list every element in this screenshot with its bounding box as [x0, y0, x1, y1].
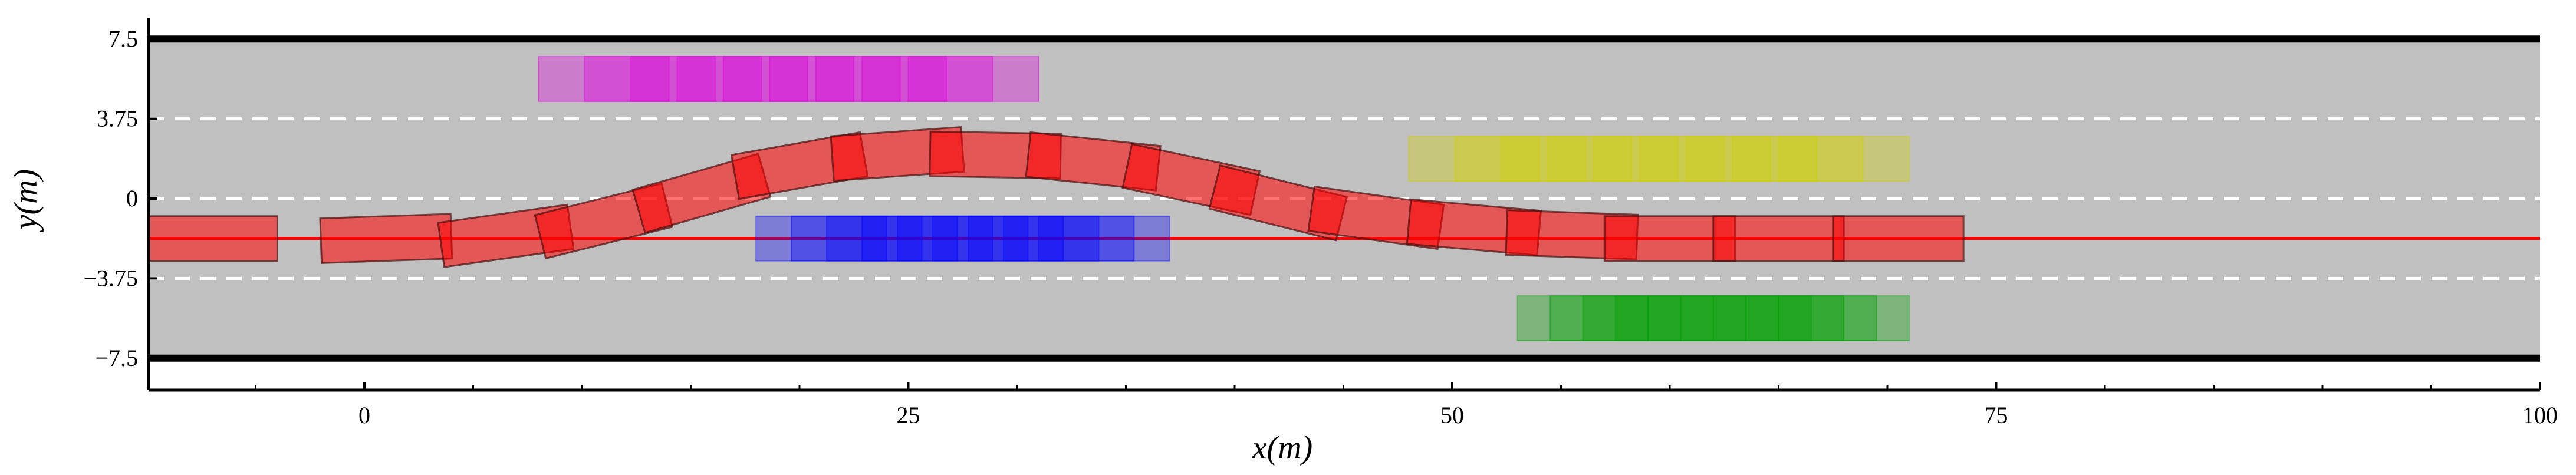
obstacle-yellow-box	[1639, 136, 1771, 182]
obstacle-magenta-box	[769, 56, 901, 102]
obstacle-yellow-box	[1454, 136, 1587, 182]
y-tick-label: 7.5	[108, 25, 138, 52]
ego-vehicle-box	[1832, 215, 1965, 262]
obstacle-blue-box	[1038, 215, 1170, 262]
obstacle-green-box	[1778, 295, 1910, 341]
obstacle-blue-box	[826, 215, 958, 262]
y-tick-label: 3.75	[97, 105, 138, 132]
obstacle-yellow-box	[1547, 136, 1679, 182]
obstacle-magenta-box	[861, 56, 993, 102]
obstacle-yellow-box	[1778, 136, 1910, 182]
obstacle-green-box	[1680, 295, 1812, 341]
obstacle-magenta-box	[907, 56, 1039, 102]
obstacle-blue-box	[755, 215, 887, 262]
obstacle-magenta-box	[538, 56, 670, 102]
ego-trajectory	[149, 126, 1965, 268]
axes: 0 25 50 75 100 7.5 3.75 0 −3.75 −7.5	[83, 18, 2558, 428]
obstacle-green-box	[1582, 295, 1714, 341]
x-tick-label: 75	[1985, 402, 2008, 428]
x-tick-label: 25	[897, 402, 920, 428]
obstacle-green-box	[1647, 295, 1779, 341]
obstacle-blue-box	[932, 215, 1064, 262]
x-tick-label: 0	[358, 402, 370, 428]
obstacle-green-box	[1516, 295, 1649, 341]
obstacle-green-box	[1614, 295, 1747, 341]
obstacle-yellow-box	[1593, 136, 1725, 182]
obstacle-magenta-box	[676, 56, 808, 102]
ego-vehicle-box	[149, 215, 278, 262]
x-axis-label: x(m)	[1252, 430, 1313, 466]
obstacle-blue	[755, 215, 1170, 262]
y-axis-label: y(m)	[8, 169, 44, 233]
obstacle-magenta	[538, 56, 1039, 102]
obstacle-green	[1516, 295, 1910, 341]
obstacle-yellow-box	[1685, 136, 1818, 182]
x-tick-label: 50	[1440, 402, 1464, 428]
obstacle-yellow-box	[1732, 136, 1864, 182]
x-tick-label: 100	[2522, 402, 2558, 428]
obstacle-green-box	[1745, 295, 1877, 341]
y-tick-label: −3.75	[83, 265, 138, 291]
obstacle-magenta-box	[815, 56, 948, 102]
obstacle-magenta-box	[630, 56, 762, 102]
obstacle-green-box	[1712, 295, 1845, 341]
obstacle-magenta-box	[722, 56, 855, 102]
plot-area	[149, 35, 2540, 362]
y-tick-label: 0	[126, 185, 138, 212]
ego-vehicle-box	[1712, 215, 1845, 262]
obstacle-blue-box	[967, 215, 1100, 262]
obstacle-blue-box	[861, 215, 993, 262]
obstacle-green-box	[1549, 295, 1682, 341]
obstacle-blue-box	[791, 215, 923, 262]
obstacle-yellow	[1408, 136, 1910, 182]
y-tick-label: −7.5	[95, 345, 138, 371]
obstacle-yellow-box	[1501, 136, 1633, 182]
plot-content	[149, 35, 2540, 362]
ego-vehicle-box	[319, 213, 453, 264]
obstacle-magenta-box	[584, 56, 716, 102]
obstacle-yellow-box	[1408, 136, 1540, 182]
obstacle-blue-box	[1002, 215, 1135, 262]
obstacle-blue-box	[897, 215, 1029, 262]
